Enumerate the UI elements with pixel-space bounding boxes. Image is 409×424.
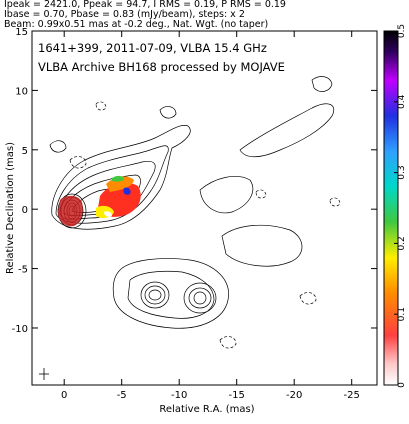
colorbar-tick-label: 0.5: [397, 24, 407, 38]
header-line-2: Ibase = 0.70, Pbase = 0.83 (mJy/beam), s…: [4, 9, 245, 20]
colorbar-ticks: 0 0.1 0.2 0.3 0.4 0.5: [394, 24, 407, 388]
x-axis-title: Relative R.A. (mas): [159, 404, 254, 415]
header-line-3: Beam: 0.99x0.51 mas at -0.2 deg., Nat. W…: [4, 19, 269, 30]
y-tick-label: -5: [18, 265, 28, 276]
x-tick-label: -20: [286, 390, 302, 401]
header-line-1: Ipeak = 2421.0, Ppeak = 94.7, I RMS = 0.…: [4, 0, 286, 10]
x-tick-label: -10: [171, 390, 187, 401]
plot-archive-line: VLBA Archive BH168 processed by MOJAVE: [38, 60, 285, 74]
x-axis-ticks: 0 -5 -10 -15 -20 -25: [61, 31, 360, 401]
colorbar: [383, 30, 399, 386]
x-tick-label: -15: [229, 390, 245, 401]
colorbar-tick-label: 0.2: [397, 236, 407, 250]
colorbar-tick-label: 0.4: [397, 94, 407, 109]
y-tick-label: 15: [15, 27, 28, 38]
contour-map: [49, 76, 341, 349]
y-axis-title: Relative Declination (mas): [5, 142, 16, 274]
beam-marker: [39, 368, 49, 380]
y-tick-label: 5: [22, 146, 28, 157]
y-tick-label: -10: [12, 324, 28, 335]
x-tick-label: -25: [344, 390, 360, 401]
colorbar-tick-label: 0.1: [397, 307, 407, 321]
x-tick-label: -5: [117, 390, 127, 401]
y-tick-label: 0: [22, 205, 28, 216]
x-tick-label: 0: [61, 390, 67, 401]
plot-source-line: 1641+399, 2011-07-09, VLBA 15.4 GHz: [38, 41, 267, 55]
plot-frame: [31, 30, 378, 386]
colorbar-tick-label: 0: [397, 382, 407, 388]
colorbar-tick-label: 0.3: [397, 165, 407, 179]
y-axis-ticks: 15 10 5 0 -5 -10: [12, 27, 377, 335]
y-tick-label: 10: [15, 86, 28, 97]
